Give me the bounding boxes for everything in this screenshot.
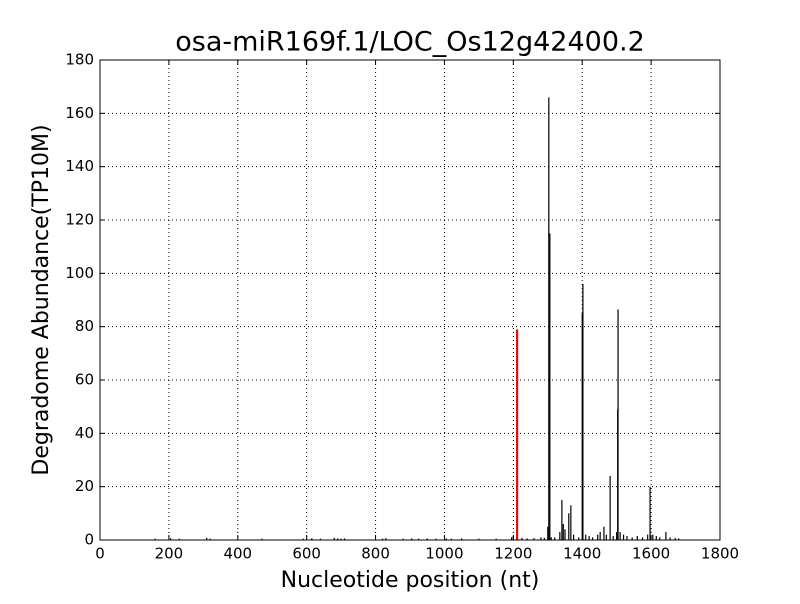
y-tick-label: 60 <box>75 371 94 389</box>
y-tick-label: 140 <box>65 157 94 175</box>
y-tick-label: 160 <box>65 104 94 122</box>
y-axis-label: Degradome Abundance(TP10M) <box>29 124 54 475</box>
y-tick-label: 0 <box>84 531 94 549</box>
chart-title: osa-miR169f.1/LOC_Os12g42400.2 <box>175 27 645 58</box>
x-axis-label: Nucleotide position (nt) <box>281 568 540 593</box>
y-tick-label: 80 <box>75 317 94 335</box>
x-tick-label: 1000 <box>425 545 463 563</box>
x-tick-label: 600 <box>292 545 321 563</box>
x-tick-label: 0 <box>95 545 105 563</box>
x-tick-label: 800 <box>361 545 390 563</box>
x-tick-label: 400 <box>223 545 252 563</box>
x-tick-label: 1400 <box>563 545 601 563</box>
y-tick-label: 120 <box>65 211 94 229</box>
x-tick-label: 1200 <box>494 545 532 563</box>
y-tick-label: 40 <box>75 424 94 442</box>
y-tick-label: 180 <box>65 51 94 69</box>
y-tick-label: 100 <box>65 264 94 282</box>
x-tick-label: 200 <box>155 545 184 563</box>
y-tick-label: 20 <box>75 477 94 495</box>
x-tick-label: 1800 <box>701 545 739 563</box>
plot-frame <box>99 59 721 541</box>
x-tick-label: 1600 <box>632 545 670 563</box>
